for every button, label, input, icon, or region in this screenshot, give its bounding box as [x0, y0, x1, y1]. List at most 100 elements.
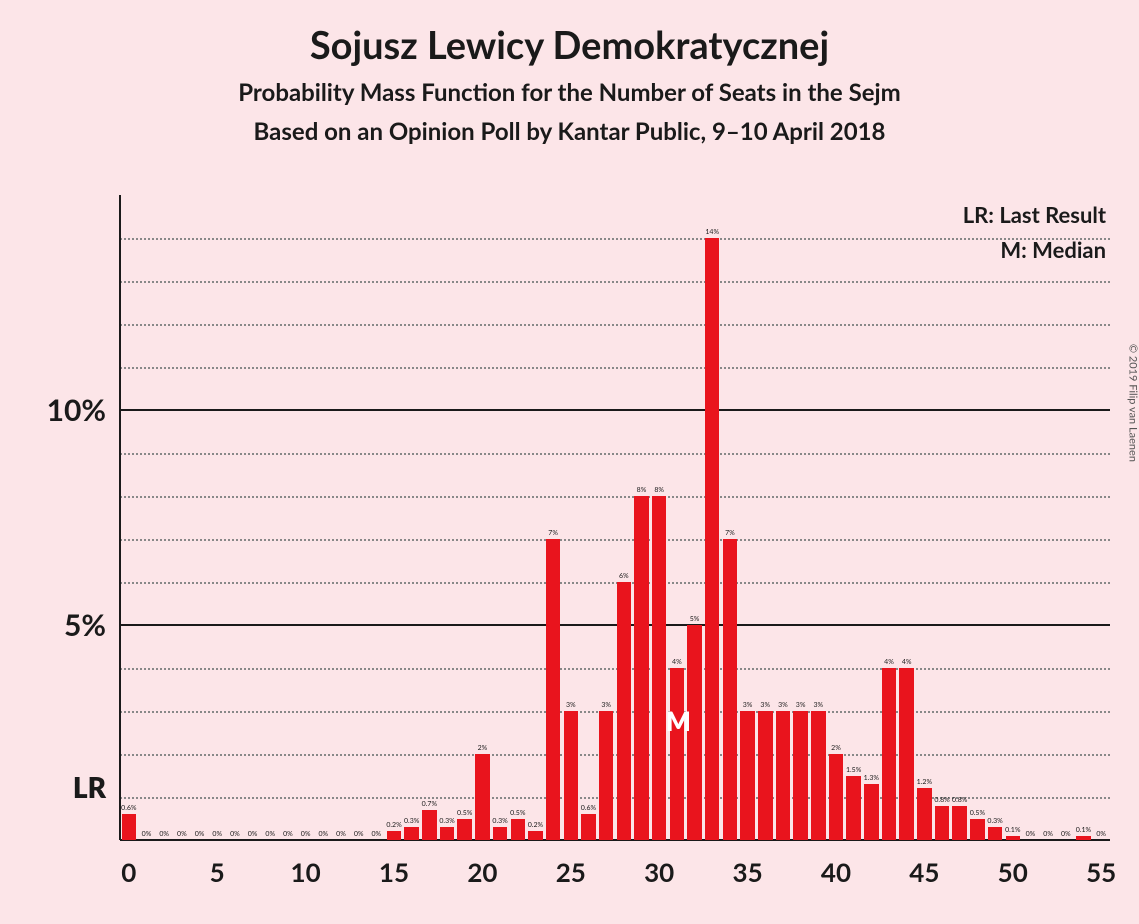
bar-value-label: 0%	[336, 830, 346, 838]
bar	[422, 810, 436, 840]
bar-value-label: 1.5%	[846, 766, 861, 774]
bar	[387, 831, 401, 840]
bar	[935, 806, 949, 840]
x-tick-label: 25	[556, 856, 586, 888]
bar	[404, 827, 418, 840]
bar-value-label: 0%	[1026, 830, 1036, 838]
bar	[846, 776, 860, 841]
y-tick-label: 5%	[64, 607, 106, 643]
pmf-bar-chart: 5%10%05101520253035404550550.6%0%0%0%0%0…	[0, 0, 1139, 924]
bar-value-label: 0.3%	[404, 817, 419, 825]
bar-value-label: 4%	[672, 658, 682, 666]
bar-value-label: 5%	[690, 615, 700, 623]
bar-value-label: 0%	[1043, 830, 1053, 838]
bar	[440, 827, 454, 840]
legend: LR: Last Result M: Median	[963, 201, 1106, 263]
x-tick-label: 35	[732, 856, 762, 888]
bar-value-label: 0.8%	[952, 796, 967, 804]
bar-value-label: 0.2%	[386, 821, 401, 829]
gridline-minor	[120, 582, 1110, 584]
gridline-major	[120, 409, 1110, 411]
gridline-minor	[120, 539, 1110, 541]
bar-value-label: 0.5%	[457, 809, 472, 817]
bar	[705, 238, 719, 840]
bar-value-label: 1.3%	[864, 774, 879, 782]
bar-value-label: 0%	[371, 830, 381, 838]
bar	[740, 711, 754, 840]
bar	[899, 668, 913, 840]
bar-value-label: 0%	[159, 830, 169, 838]
bar-value-label: 0%	[354, 830, 364, 838]
legend-lr: LR: Last Result	[963, 201, 1106, 228]
x-tick-label: 20	[467, 856, 497, 888]
bar-value-label: 0%	[195, 830, 205, 838]
x-tick-label: 10	[291, 856, 321, 888]
gridline-minor	[120, 496, 1110, 498]
bar	[599, 711, 613, 840]
bar-value-label: 0.6%	[121, 804, 136, 812]
bar	[793, 711, 807, 840]
bar	[970, 819, 984, 841]
bar-value-label: 3%	[743, 701, 753, 709]
bar-value-label: 8%	[637, 486, 647, 494]
x-tick-label: 30	[644, 856, 674, 888]
gridline-minor	[120, 367, 1110, 369]
bar-value-label: 0.3%	[492, 817, 507, 825]
bar	[511, 819, 525, 841]
bar	[670, 668, 684, 840]
bar-value-label: 0%	[283, 830, 293, 838]
bar-value-label: 0%	[1061, 830, 1071, 838]
x-tick-label: 5	[210, 856, 225, 888]
bar-value-label: 0.3%	[439, 817, 454, 825]
bar-value-label: 0%	[212, 830, 222, 838]
bar-value-label: 3%	[601, 701, 611, 709]
bar	[811, 711, 825, 840]
bar-value-label: 2%	[831, 744, 841, 752]
x-tick-label: 55	[1086, 856, 1116, 888]
bar-value-label: 3%	[813, 701, 823, 709]
bar	[581, 814, 595, 840]
bar-value-label: 4%	[884, 658, 894, 666]
bar	[988, 827, 1002, 840]
gridline-minor	[120, 453, 1110, 455]
gridline-major	[120, 624, 1110, 626]
bar-value-label: 0.1%	[1076, 826, 1091, 834]
bar	[776, 711, 790, 840]
bar-value-label: 0%	[248, 830, 258, 838]
x-tick-label: 40	[821, 856, 851, 888]
bar	[564, 711, 578, 840]
bar	[652, 496, 666, 840]
bar-value-label: 0%	[1096, 830, 1106, 838]
bar	[457, 819, 471, 841]
bar-value-label: 0.2%	[528, 821, 543, 829]
bar	[723, 539, 737, 840]
bar-value-label: 7%	[548, 529, 558, 537]
bar-value-label: 0.5%	[510, 809, 525, 817]
bar	[1006, 836, 1020, 840]
bar	[882, 668, 896, 840]
bar	[493, 827, 507, 840]
gridline-minor	[120, 238, 1110, 240]
bar-value-label: 0%	[318, 830, 328, 838]
y-axis	[119, 195, 121, 840]
x-tick-label: 50	[998, 856, 1028, 888]
bar	[917, 788, 931, 840]
gridline-minor	[120, 324, 1110, 326]
bar	[617, 582, 631, 840]
bar-value-label: 1.2%	[917, 778, 932, 786]
legend-m: M: Median	[963, 236, 1106, 263]
bar	[864, 784, 878, 840]
bar-value-label: 7%	[725, 529, 735, 537]
bar-value-label: 0%	[301, 830, 311, 838]
bar-value-label: 4%	[902, 658, 912, 666]
bar	[758, 711, 772, 840]
bar-value-label: 6%	[619, 572, 629, 580]
x-tick-label: 0	[121, 856, 136, 888]
gridline-minor	[120, 711, 1110, 713]
median-marker: M	[666, 705, 691, 737]
last-result-marker: LR	[73, 770, 106, 804]
bar	[122, 814, 136, 840]
bar-value-label: 2%	[478, 744, 488, 752]
bar-value-label: 0.8%	[934, 796, 949, 804]
gridline-minor	[120, 754, 1110, 756]
